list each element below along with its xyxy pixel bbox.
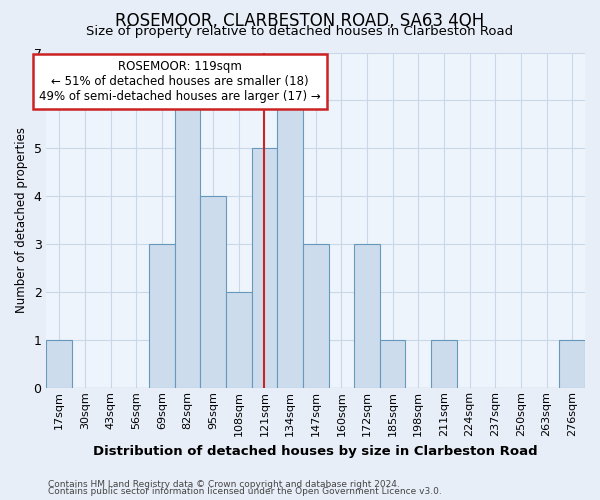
Text: ROSEMOOR, CLARBESTON ROAD, SA63 4QH: ROSEMOOR, CLARBESTON ROAD, SA63 4QH: [115, 12, 485, 30]
Bar: [149, 244, 175, 388]
Text: ROSEMOOR: 119sqm
← 51% of detached houses are smaller (18)
49% of semi-detached : ROSEMOOR: 119sqm ← 51% of detached house…: [39, 60, 320, 102]
Bar: [175, 100, 200, 389]
Bar: [251, 148, 277, 388]
Bar: [46, 340, 72, 388]
Bar: [431, 340, 457, 388]
Bar: [380, 340, 406, 388]
X-axis label: Distribution of detached houses by size in Clarbeston Road: Distribution of detached houses by size …: [94, 444, 538, 458]
Bar: [226, 292, 251, 388]
Y-axis label: Number of detached properties: Number of detached properties: [15, 128, 28, 314]
Bar: [559, 340, 585, 388]
Text: Contains public sector information licensed under the Open Government Licence v3: Contains public sector information licen…: [48, 488, 442, 496]
Bar: [303, 244, 329, 388]
Bar: [277, 100, 303, 389]
Bar: [354, 244, 380, 388]
Bar: [200, 196, 226, 388]
Text: Size of property relative to detached houses in Clarbeston Road: Size of property relative to detached ho…: [86, 25, 514, 38]
Text: Contains HM Land Registry data © Crown copyright and database right 2024.: Contains HM Land Registry data © Crown c…: [48, 480, 400, 489]
